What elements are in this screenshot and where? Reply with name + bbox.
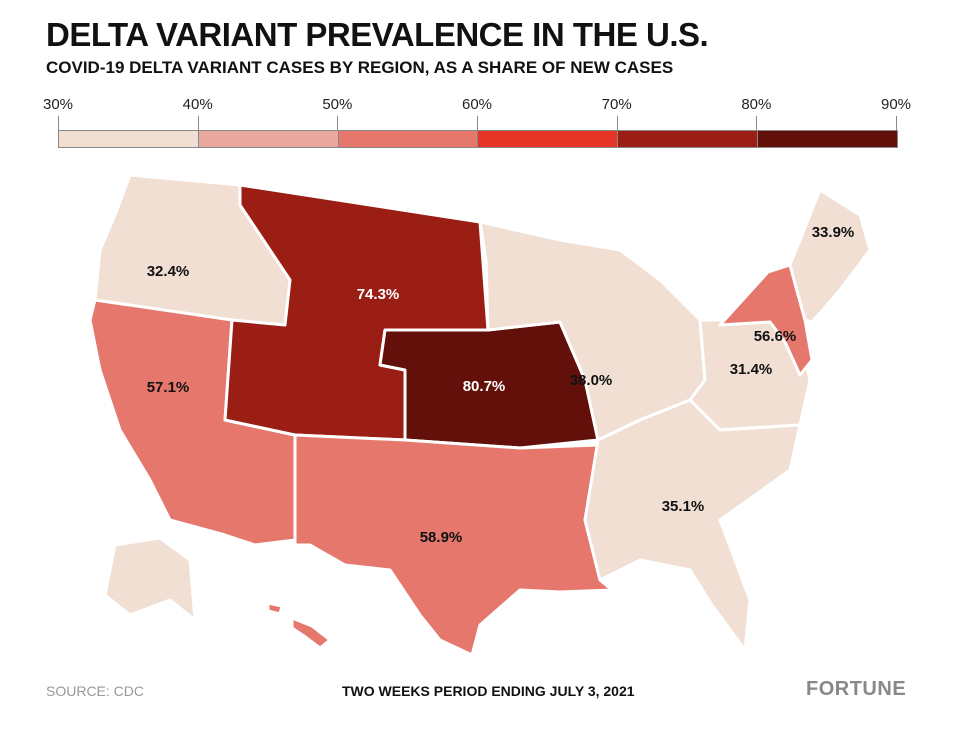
legend-swatch <box>198 131 339 147</box>
period-note: TWO WEEKS PERIOD ENDING JULY 3, 2021 <box>342 683 635 699</box>
legend-swatch <box>59 131 199 147</box>
region-value-label: 33.9% <box>812 224 855 241</box>
legend-tick-label: 50% <box>322 96 353 113</box>
region-shape <box>103 536 197 622</box>
source-note: SOURCE: CDC <box>46 683 145 699</box>
region-shape <box>266 601 284 616</box>
legend-swatch <box>618 131 759 147</box>
legend-tick-label: 90% <box>880 96 912 113</box>
region-value-label: 57.1% <box>147 379 190 396</box>
region-value-label: 35.1% <box>662 498 705 515</box>
region-value-label: 31.4% <box>730 361 773 378</box>
region-shape <box>583 398 802 652</box>
region-value-label: 56.6% <box>754 328 797 345</box>
legend-tick-mark <box>197 116 199 130</box>
region-shape <box>290 616 332 650</box>
map-region: 33.9% <box>788 188 872 324</box>
region-shape <box>718 263 814 377</box>
fortune-logo: FORTUNE <box>806 678 907 700</box>
region-value-label: 80.7% <box>463 378 506 395</box>
map-subtitle: COVID-19 DELTA VARIANT CASES BY REGION, … <box>46 58 674 77</box>
legend-tick-label: 40% <box>182 96 213 113</box>
legend-tick-label: 30% <box>42 96 74 113</box>
legend-tick-label: 70% <box>601 96 632 113</box>
legend-tick-label: 80% <box>741 96 772 113</box>
legend-tick-mark <box>896 116 897 130</box>
legend-tick-mark <box>756 116 758 130</box>
legend-tick-mark <box>58 116 59 130</box>
region-value-label: 74.3% <box>357 286 400 303</box>
legend-tick-mark <box>616 116 618 130</box>
legend-tick-label: 60% <box>461 96 493 113</box>
color-legend <box>58 130 898 148</box>
map-region: 56.6% <box>718 263 814 377</box>
region-value-label: 58.9% <box>420 529 463 546</box>
legend-swatch <box>338 131 479 147</box>
legend-tick-mark <box>337 116 339 130</box>
map-region: 80.7% <box>378 320 600 450</box>
legend-tick-mark <box>477 116 478 130</box>
legend-swatch <box>758 131 897 147</box>
region-value-label: 38.0% <box>570 372 613 389</box>
region-shape <box>788 188 872 324</box>
map-title: DELTA VARIANT PREVALENCE IN THE U.S. <box>46 16 709 53</box>
map-region: 35.1% <box>583 398 802 652</box>
map-region: 58.9% <box>293 433 614 657</box>
region-shape <box>293 433 614 657</box>
region-value-label: 32.4% <box>147 263 190 280</box>
legend-swatch <box>478 131 619 147</box>
